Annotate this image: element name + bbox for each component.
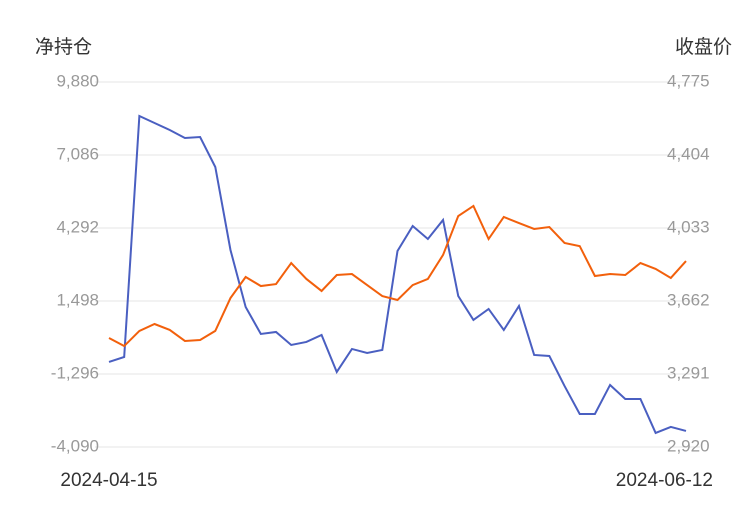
y-tick-label: 4,292 (56, 217, 99, 236)
y-tick-label: -4,090 (51, 436, 99, 455)
y-tick-label: 1,498 (56, 290, 99, 309)
y2-tick-label: 3,291 (667, 363, 710, 382)
y-tick-label: 9,880 (56, 71, 99, 90)
y-tick-label: 7,086 (56, 144, 99, 163)
y-axis-title: 净持仓 (35, 36, 92, 58)
line-series (108, 204, 687, 348)
y2-tick-label: 4,033 (667, 217, 710, 236)
x-tick-label: 2024-06-12 (616, 470, 713, 491)
y2-tick-label: 4,404 (667, 144, 710, 163)
y2-tick-label: 2,920 (667, 436, 710, 455)
y2-axis-title: 收盘价 (675, 36, 732, 58)
line-series (108, 114, 687, 435)
y-tick-label: -1,296 (51, 363, 99, 382)
y2-tick-label: 3,662 (667, 290, 710, 309)
x-tick-label: 2024-04-15 (60, 470, 157, 491)
y2-tick-label: 4,775 (667, 71, 710, 90)
